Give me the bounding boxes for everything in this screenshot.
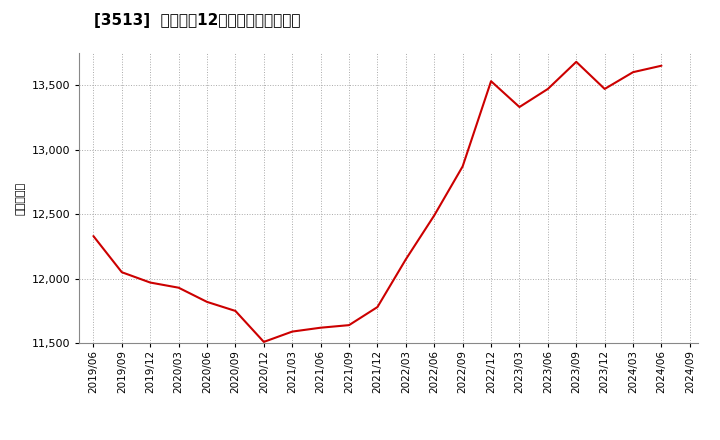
Text: [3513]  売上高の12か月移動合計の推移: [3513] 売上高の12か月移動合計の推移 [94,13,300,28]
Y-axis label: （百万円）: （百万円） [16,181,26,215]
